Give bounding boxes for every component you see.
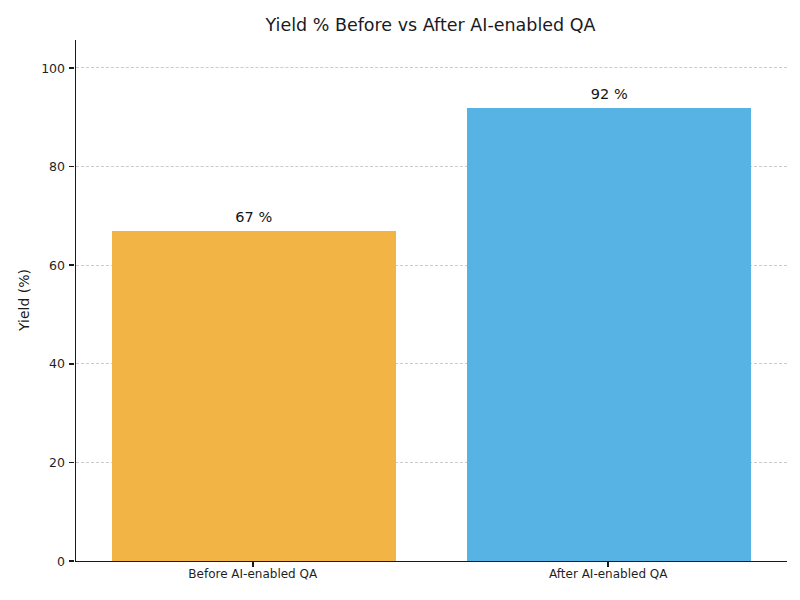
y-tick-label-80: 80 xyxy=(0,158,65,175)
plot-area: 67 % 92 % xyxy=(75,40,787,562)
y-tick-label-0: 0 xyxy=(0,553,65,570)
y-tick-80 xyxy=(69,166,74,168)
bar-value-label-1: 67 % xyxy=(235,209,272,225)
y-tick-label-40: 40 xyxy=(0,355,65,372)
y-axis-label: Yield (%) xyxy=(16,269,32,331)
y-tick-100 xyxy=(69,67,74,69)
y-tick-label-20: 20 xyxy=(0,454,65,471)
bar-1 xyxy=(112,231,396,561)
y-tick-0 xyxy=(69,560,74,562)
bar-2 xyxy=(467,108,751,561)
chart-title: Yield % Before vs After AI-enabled QA xyxy=(75,13,786,38)
y-tick-20 xyxy=(69,462,74,464)
y-tick-label-100: 100 xyxy=(0,60,65,77)
bar-value-label-2: 92 % xyxy=(591,86,628,102)
gridline-100 xyxy=(76,67,787,68)
y-tick-40 xyxy=(69,363,74,365)
x-tick-label-1: Before AI-enabled QA xyxy=(188,567,317,581)
y-tick-label-60: 60 xyxy=(0,257,65,274)
figure: Yield % Before vs After AI-enabled QA Yi… xyxy=(0,0,800,600)
x-tick-label-2: After AI-enabled QA xyxy=(549,567,667,581)
y-tick-60 xyxy=(69,264,74,266)
